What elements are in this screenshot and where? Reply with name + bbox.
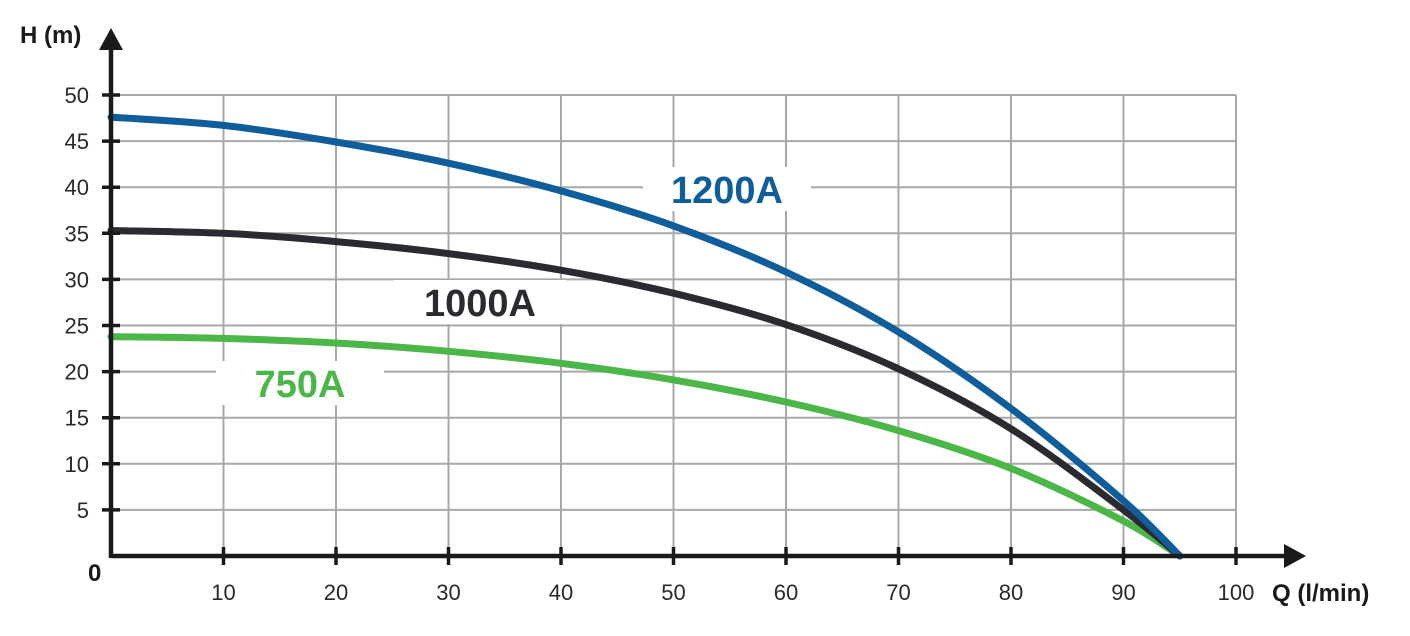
x-tick-label: 30 xyxy=(436,580,460,605)
y-tick-label: 25 xyxy=(65,314,89,339)
y-tick-label: 40 xyxy=(65,175,89,200)
x-tick-label: 50 xyxy=(661,580,685,605)
y-tick-label: 10 xyxy=(65,452,89,477)
y-axis-title: H (m) xyxy=(20,22,81,49)
series-line-750A xyxy=(107,333,1184,560)
y-tick-label: 5 xyxy=(77,498,89,523)
axes xyxy=(99,28,1306,568)
series-line-1200A xyxy=(107,113,1184,560)
y-tick-label: 35 xyxy=(65,221,89,246)
x-axis-title: Q (l/min) xyxy=(1272,580,1369,607)
series-label-750A: 750A xyxy=(255,364,346,406)
series-label-bg xyxy=(394,280,566,324)
origin-label: 0 xyxy=(88,560,101,587)
x-tick-label: 40 xyxy=(549,580,573,605)
x-tick-label: 80 xyxy=(999,580,1023,605)
x-axis-arrow-icon xyxy=(1284,544,1306,568)
y-tick-label: 15 xyxy=(65,406,89,431)
series-label-bg xyxy=(643,167,811,211)
series-line-1000A xyxy=(107,227,1184,560)
y-tick-label: 20 xyxy=(65,360,89,385)
x-tick-label: 20 xyxy=(324,580,348,605)
x-tick-label: 100 xyxy=(1218,580,1255,605)
series-lines xyxy=(107,113,1184,560)
grid xyxy=(111,94,1237,556)
x-tick-label: 60 xyxy=(774,580,798,605)
series-label-bg xyxy=(216,361,384,405)
y-tick-label: 45 xyxy=(65,129,89,154)
series-label-1200A: 1200A xyxy=(671,170,783,212)
series-labels: 1200A 1000A 750A xyxy=(216,167,811,406)
y-tick-label: 30 xyxy=(65,267,89,292)
x-tick-label: 70 xyxy=(886,580,910,605)
ticks: 10 20 30 40 50 60 70 80 90 100 5 10 15 20 25 30 35 40 45 50 xyxy=(65,83,1255,605)
series-label-1000A: 1000A xyxy=(424,283,536,325)
x-tick-label: 90 xyxy=(1111,580,1135,605)
y-axis-arrow-icon xyxy=(99,28,123,50)
y-tick-label: 50 xyxy=(65,83,89,108)
x-tick-label: 10 xyxy=(211,580,235,605)
